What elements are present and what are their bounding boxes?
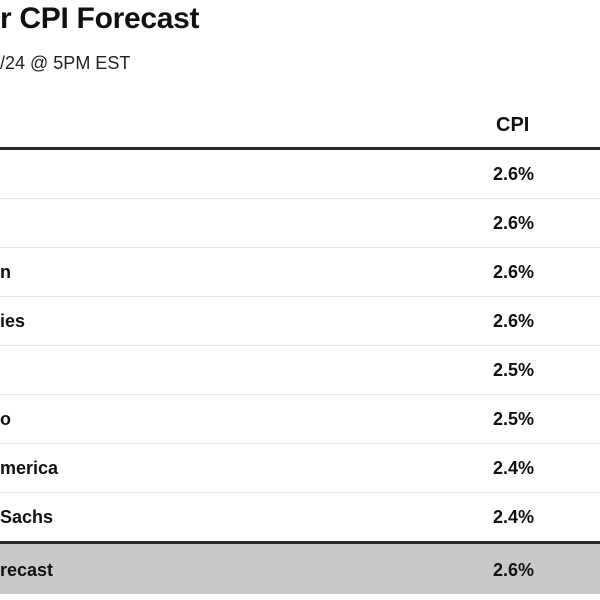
table-row: ies 2.6% xyxy=(0,297,600,346)
table-header-row: CPI xyxy=(0,100,600,150)
total-row-name: recast xyxy=(0,560,54,580)
table-row: n 2.6% xyxy=(0,248,600,297)
row-name: ies xyxy=(0,311,26,331)
row-name: n xyxy=(0,262,11,282)
row-cpi-value: 2.6% xyxy=(493,213,535,233)
table-row: 2.6% xyxy=(0,150,600,199)
table-row: 2.6% xyxy=(0,199,600,248)
row-cpi-value: 2.5% xyxy=(493,360,535,380)
table-total-row: recast 2.6% xyxy=(0,544,600,594)
page-title: r CPI Forecast xyxy=(0,2,200,35)
total-cpi-value: 2.6% xyxy=(493,560,535,580)
row-name: o xyxy=(0,409,11,429)
table-row: 2.5% xyxy=(0,346,600,395)
column-header-cpi: CPI xyxy=(496,114,530,136)
row-name: Sachs xyxy=(0,507,54,527)
page-subtitle: /24 @ 5PM EST xyxy=(0,53,131,73)
row-cpi-value: 2.4% xyxy=(493,458,535,478)
row-cpi-value: 2.6% xyxy=(493,262,535,282)
row-cpi-value: 2.6% xyxy=(493,311,535,331)
cpi-forecast-table: CPI 2.6% 2.6% n 2.6% ies 2.6% 2.5% o 2.5… xyxy=(0,100,600,594)
row-cpi-value: 2.5% xyxy=(493,409,535,429)
row-name: merica xyxy=(0,458,59,478)
row-cpi-value: 2.6% xyxy=(493,164,535,184)
table-row: o 2.5% xyxy=(0,395,600,444)
table-row: merica 2.4% xyxy=(0,444,600,493)
row-cpi-value: 2.4% xyxy=(493,507,535,527)
table-row: Sachs 2.4% xyxy=(0,493,600,544)
